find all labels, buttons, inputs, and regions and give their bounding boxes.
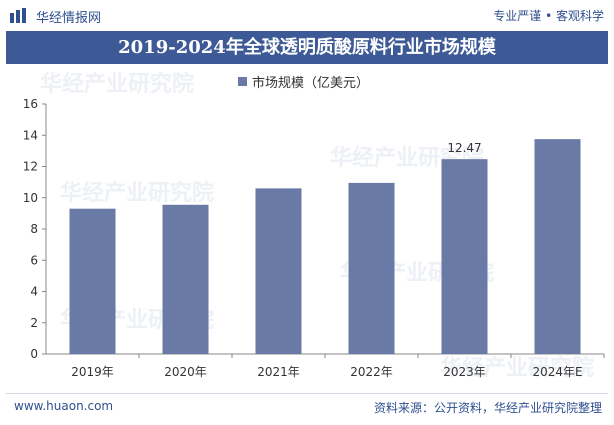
title-bar: 2019-2024年全球透明质酸原料行业市场规模 [6,31,608,64]
bar [162,204,209,354]
bar [69,208,116,354]
legend-swatch [238,77,247,86]
bar [255,188,302,354]
y-tick-label: 10 [23,191,38,205]
bar [348,182,395,354]
chart-title: 2019-2024年全球透明质酸原料行业市场规模 [118,37,496,58]
top-bar: 华经情报网 专业严谨 • 客观科学 [0,0,614,30]
y-tick-label: 0 [30,347,38,361]
footer-divider [6,393,608,394]
y-tick-label: 2 [30,316,38,330]
bar [534,139,581,354]
y-tick-label: 12 [23,160,38,174]
chart-logo-icon [10,8,26,23]
y-tick-label: 6 [30,253,38,267]
data-label: 12.47 [447,141,481,155]
footer-website[interactable]: www.huaon.com [14,399,114,413]
y-tick-label: 8 [30,222,38,236]
x-tick-label: 2024年E [532,365,582,379]
tagline: 专业严谨 • 客观科学 [493,9,604,23]
brand-name: 华经情报网 [36,11,102,26]
bar [441,159,488,354]
x-tick-label: 2021年 [257,365,300,379]
legend-label: 市场规模（亿美元） [252,76,370,91]
y-tick-label: 14 [23,128,38,142]
x-tick-label: 2020年 [164,365,207,379]
y-tick-label: 16 [23,97,38,111]
y-tick-label: 4 [30,285,38,299]
x-tick-label: 2022年 [350,365,393,379]
x-tick-label: 2023年 [443,365,486,379]
footer-source: 资料来源：公开资料，华经产业研究院整理 [373,401,602,415]
x-tick-label: 2019年 [71,365,114,379]
